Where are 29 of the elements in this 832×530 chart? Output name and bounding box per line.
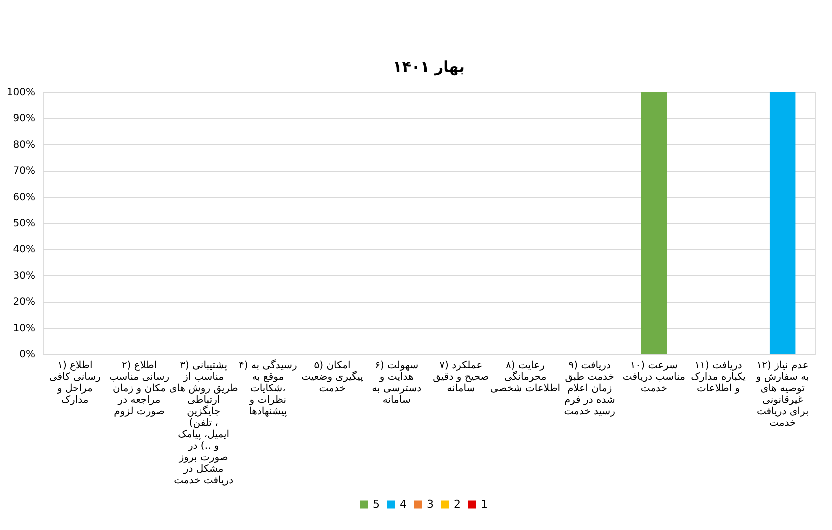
x-tick-label: ۷) عملکرد صحیح و دقیق سامانه (433, 360, 490, 394)
y-tick-label: 20% (13, 297, 36, 308)
y-tick-label: 30% (13, 270, 36, 282)
x-tick-label: ۱۲) عدم نیاز به سفارش و توصیه های غیرقانونی برای دریافت خدمت (755, 360, 810, 429)
legend-label: 2 (454, 498, 461, 511)
y-tick-label: 0% (20, 350, 36, 360)
legend-label: 5 (373, 498, 380, 511)
x-tick-label: ۵) امکان پیگیری وضعیت خدمت (302, 360, 364, 394)
legend-label: 1 (481, 498, 488, 511)
y-tick-label: 10% (13, 323, 36, 334)
legend-label: 3 (427, 498, 434, 511)
y-tick-label: 40% (13, 244, 36, 256)
legend-label: 4 (400, 498, 407, 511)
y-tick-label: 50% (13, 218, 36, 230)
y-tick-label: 60% (13, 192, 36, 204)
y-tick-label: 70% (13, 166, 36, 178)
chart-title: بهار ۱۴۰۱ (393, 58, 465, 76)
y-tick-label: 90% (13, 114, 36, 125)
y-tick-label: 80% (13, 140, 36, 151)
x-tick-label: ۲) اطلاع رسانی مناسب مکان و زمان مراجعه در صورت لزوم (109, 360, 170, 418)
x-tick-label: ۴) رسیدگی به موقع به شکایات، نظرات و پیشنهادها (238, 360, 298, 418)
x-tick-label: ۹) دریافت خدمت طبق زمان اعلام شده در فرم رسید خدمت (564, 360, 616, 418)
x-tick-label: ۱۱) دریافت یکباره مدارک و اطلاعات (691, 360, 746, 394)
y-tick-label: 100% (6, 88, 36, 98)
x-tick-label: ۸) رعایت محرمانگی اطلاعات شخصی (490, 360, 561, 394)
x-tick-label: ۱) اطلاع رسانی کافی مراحل و مدارک (49, 360, 102, 406)
x-tick-label: ۶) سهولت هدایت و دسترسی به سامانه (372, 360, 422, 406)
x-tick-label: ۱۰) سرعت مناسب دریافت خدمت (622, 360, 686, 394)
category-label: ۳) پشتیبانی مناسب از طریق روش های ارتباطی جایگزین (تلفن ، ایمیل، پیامک و ..) در صورت بروز مشکل در دریافت خدمت (169, 360, 238, 486)
